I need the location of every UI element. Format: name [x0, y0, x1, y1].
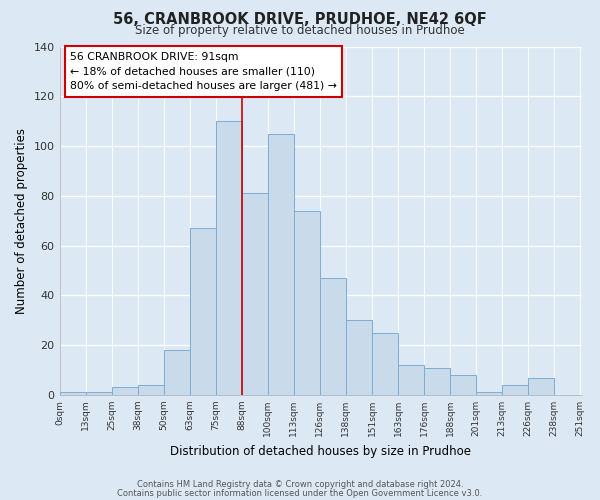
Text: 56, CRANBROOK DRIVE, PRUDHOE, NE42 6QF: 56, CRANBROOK DRIVE, PRUDHOE, NE42 6QF	[113, 12, 487, 28]
Bar	[346, 320, 372, 395]
Text: Contains HM Land Registry data © Crown copyright and database right 2024.: Contains HM Land Registry data © Crown c…	[137, 480, 463, 489]
Bar	[294, 211, 320, 395]
Bar	[528, 378, 554, 395]
Bar	[476, 392, 502, 395]
Bar	[450, 375, 476, 395]
Bar	[137, 385, 164, 395]
Bar	[320, 278, 346, 395]
Text: Size of property relative to detached houses in Prudhoe: Size of property relative to detached ho…	[135, 24, 465, 37]
Bar	[242, 194, 268, 395]
Bar	[164, 350, 190, 395]
Bar	[502, 385, 528, 395]
Bar	[424, 368, 450, 395]
Bar	[59, 392, 86, 395]
Bar	[268, 134, 294, 395]
Y-axis label: Number of detached properties: Number of detached properties	[15, 128, 28, 314]
Bar	[86, 392, 112, 395]
Text: Contains public sector information licensed under the Open Government Licence v3: Contains public sector information licen…	[118, 488, 482, 498]
Bar	[190, 228, 216, 395]
Bar	[372, 332, 398, 395]
Bar	[216, 121, 242, 395]
Bar	[398, 365, 424, 395]
Text: 56 CRANBROOK DRIVE: 91sqm
← 18% of detached houses are smaller (110)
80% of semi: 56 CRANBROOK DRIVE: 91sqm ← 18% of detac…	[70, 52, 337, 92]
Bar	[112, 388, 137, 395]
X-axis label: Distribution of detached houses by size in Prudhoe: Distribution of detached houses by size …	[170, 444, 472, 458]
